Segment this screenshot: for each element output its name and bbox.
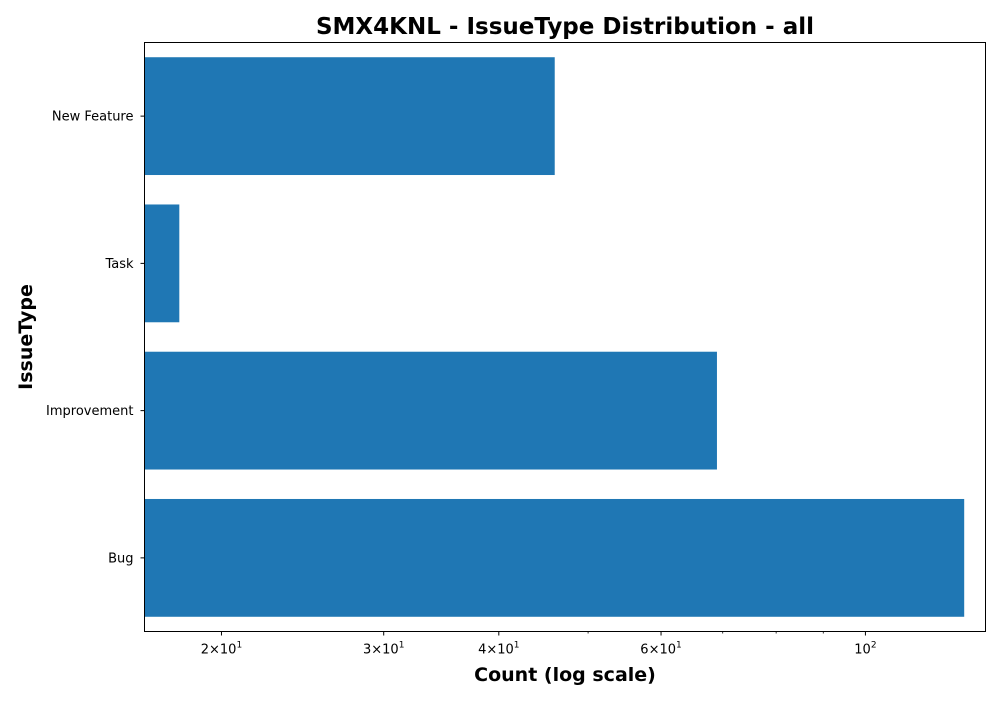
chart-title: SMX4KNL - IssueType Distribution - all bbox=[316, 14, 814, 40]
bar-improvement bbox=[144, 351, 717, 470]
bar-new-feature bbox=[144, 57, 555, 176]
bar-task bbox=[144, 204, 180, 323]
y-tick-label: Bug bbox=[108, 551, 133, 566]
plot-frame bbox=[144, 42, 986, 632]
y-tick-label: Task bbox=[104, 257, 134, 272]
x-tick-label: 102 bbox=[854, 641, 876, 658]
x-axis-ticks: 2×101 3×101 4×101 6×101 102 bbox=[201, 631, 877, 658]
y-axis-ticks: New Feature Task Improvement Bug bbox=[46, 110, 145, 566]
x-tick-label: 4×101 bbox=[478, 641, 519, 658]
y-tick-label: Improvement bbox=[46, 404, 133, 419]
x-tick-label: 6×101 bbox=[640, 641, 681, 658]
x-tick-label: 3×101 bbox=[363, 641, 404, 658]
x-axis-label: Count (log scale) bbox=[474, 664, 656, 686]
y-tick-label: New Feature bbox=[52, 110, 134, 125]
x-tick-label: 2×101 bbox=[201, 641, 242, 658]
bar-bug bbox=[144, 498, 965, 617]
bars-group bbox=[144, 57, 965, 617]
y-axis-label: IssueType bbox=[15, 284, 37, 390]
